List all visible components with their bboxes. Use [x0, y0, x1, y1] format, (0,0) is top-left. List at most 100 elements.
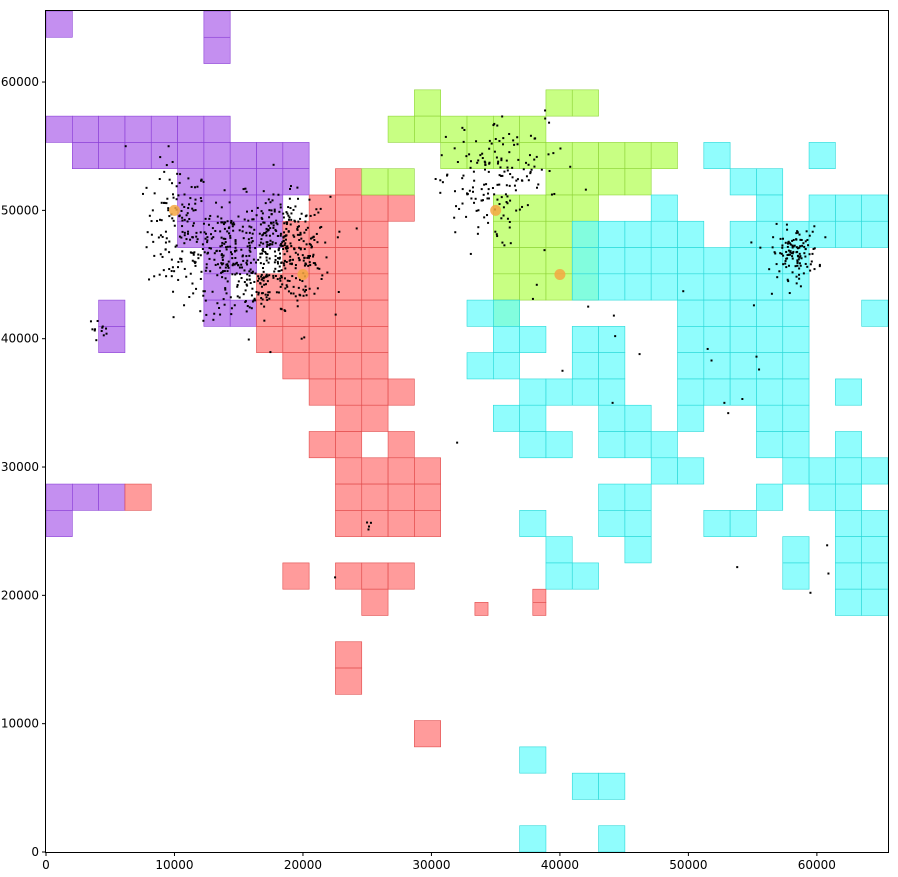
data-point — [208, 257, 211, 260]
data-point — [779, 237, 782, 240]
data-point — [334, 576, 337, 579]
data-point — [168, 215, 171, 218]
data-point — [309, 214, 312, 217]
data-point — [262, 233, 265, 236]
data-point — [260, 302, 263, 305]
region-1-cell — [98, 115, 126, 143]
data-point — [247, 238, 250, 241]
data-point — [506, 217, 509, 220]
data-point — [246, 263, 249, 266]
data-point — [787, 280, 790, 283]
data-point — [231, 273, 234, 276]
region-4-cell — [624, 536, 652, 564]
data-point — [203, 290, 206, 293]
data-point — [259, 282, 262, 285]
data-point — [292, 234, 295, 237]
data-point — [785, 250, 788, 253]
data-point — [303, 256, 306, 259]
region-1-cell — [98, 142, 126, 169]
region-4-cell — [756, 326, 784, 353]
region-3-cell — [624, 168, 652, 196]
data-point — [292, 208, 295, 211]
data-point — [268, 297, 271, 300]
region-3-cell — [493, 142, 520, 169]
region-4-cell — [729, 378, 757, 406]
x-tick-label: 10000 — [155, 858, 193, 872]
region-2-cell — [335, 562, 363, 590]
data-point — [202, 290, 205, 293]
data-point — [297, 286, 300, 289]
data-point — [165, 237, 168, 240]
data-point — [263, 221, 266, 224]
data-point — [337, 290, 340, 293]
data-point — [470, 197, 473, 200]
region-4-cell — [519, 510, 547, 537]
data-point — [158, 273, 161, 276]
data-point — [216, 274, 219, 277]
data-point — [318, 267, 321, 270]
data-point — [803, 252, 806, 255]
data-point — [793, 244, 796, 247]
data-point — [200, 200, 203, 203]
region-4-cell — [624, 404, 652, 432]
data-point — [266, 280, 269, 283]
data-point — [513, 184, 516, 187]
data-point — [530, 168, 533, 171]
data-point — [181, 203, 184, 206]
data-point — [203, 251, 206, 254]
data-point — [297, 253, 300, 256]
x-tick-label: 50000 — [669, 858, 707, 872]
data-point — [243, 218, 246, 221]
data-point — [191, 259, 194, 262]
region-4-cell — [835, 483, 862, 511]
data-point — [246, 259, 249, 262]
region-4-cell — [624, 431, 652, 459]
data-point — [255, 261, 258, 264]
data-point — [488, 161, 491, 164]
region-2-cell — [335, 378, 363, 406]
x-tick-label: 20000 — [284, 858, 322, 872]
data-point — [245, 255, 248, 258]
data-point — [94, 328, 97, 331]
y-tick-label: 20000 — [1, 588, 39, 602]
data-point — [260, 238, 263, 241]
data-point — [171, 193, 174, 196]
data-point — [213, 312, 216, 315]
data-point — [289, 258, 292, 261]
data-point — [290, 263, 293, 266]
data-point — [251, 209, 254, 212]
data-point — [259, 262, 262, 265]
data-point — [260, 275, 263, 278]
data-point — [488, 147, 491, 150]
data-point — [272, 193, 275, 196]
data-point — [192, 222, 195, 225]
data-point — [216, 263, 219, 266]
data-point — [305, 294, 308, 297]
data-point — [238, 266, 241, 269]
region-4-cell — [571, 352, 599, 380]
region-4-cell — [861, 562, 889, 590]
data-point — [308, 261, 311, 264]
region-3-cell — [650, 142, 678, 169]
data-point — [283, 244, 286, 247]
data-point — [257, 293, 260, 296]
region-4-cell — [703, 299, 731, 327]
data-point — [799, 285, 802, 288]
region-4-cell — [598, 483, 626, 511]
data-point — [476, 232, 479, 235]
data-point — [818, 265, 821, 268]
data-point — [279, 252, 282, 255]
data-point — [265, 259, 268, 262]
region-1-cell — [98, 483, 126, 511]
data-point — [280, 244, 283, 247]
data-point — [809, 269, 812, 272]
data-point — [338, 230, 341, 233]
data-point — [163, 170, 166, 173]
region-4-cell — [624, 483, 652, 511]
data-point — [303, 336, 306, 339]
data-point — [250, 226, 253, 229]
data-point — [282, 216, 285, 219]
data-point — [183, 218, 186, 221]
data-point — [220, 262, 223, 265]
data-point — [237, 215, 240, 218]
